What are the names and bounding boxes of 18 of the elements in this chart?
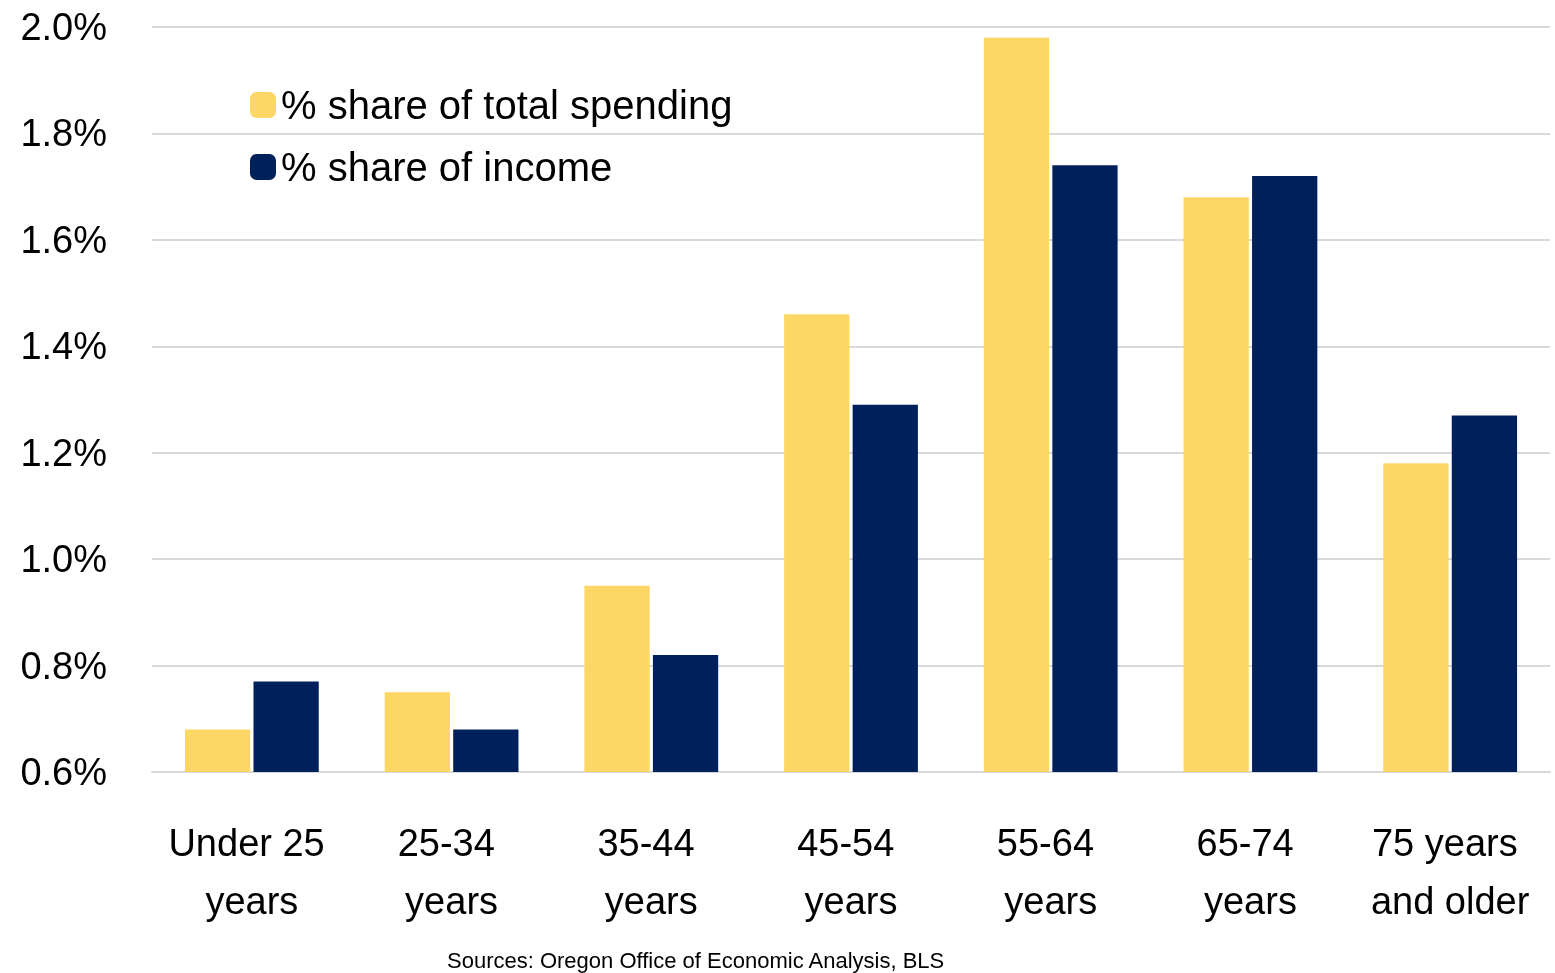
y-tick-label: 1.4% [20, 325, 107, 368]
x-tick-label: 65-74 years [1196, 822, 1305, 922]
y-tick-label: 1.2% [20, 431, 107, 474]
x-tick-label: 25-34 years [397, 822, 506, 922]
legend-label: % share of income [281, 145, 613, 189]
source-note: Sources: Oregon Office of Economic Analysis, BLS [447, 947, 945, 973]
legend-label: % share of total spending [281, 83, 733, 127]
x-tick-label: 55-64 years [996, 822, 1105, 922]
x-tick-label: 35-44 years [597, 822, 706, 922]
x-tick-label: Under 25 years [168, 822, 336, 922]
y-tick-label: 1.8% [20, 112, 107, 155]
y-tick-label: 2.0% [20, 6, 107, 48]
y-tick-label: 1.6% [20, 218, 107, 261]
x-tick-label: 45-54 years [797, 822, 905, 922]
y-tick-label: 0.6% [20, 751, 107, 793]
y-tick-label: 0.8% [20, 644, 107, 687]
y-tick-label: 1.0% [20, 538, 107, 581]
x-tick-label: 75 years and older [1370, 822, 1530, 922]
